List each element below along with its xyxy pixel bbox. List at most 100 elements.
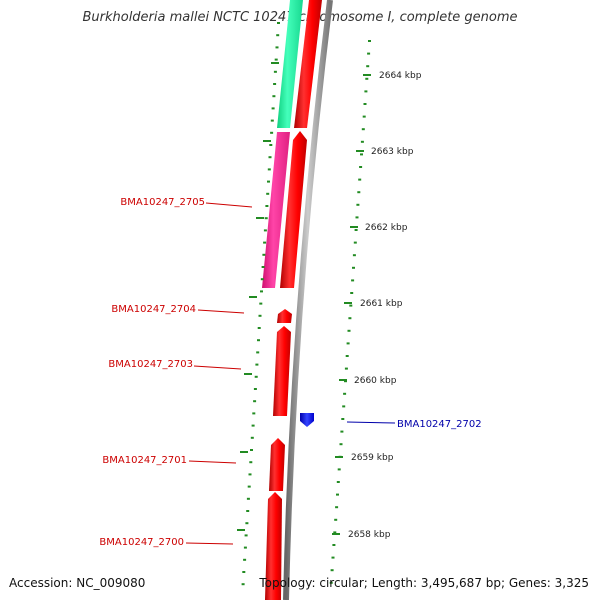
ring-dot (329, 581, 333, 584)
ring-dot (270, 131, 274, 134)
gene-arrow-2701 (269, 438, 285, 491)
ring-dot (346, 342, 350, 345)
ring-dot (246, 497, 250, 500)
accession-text: Accession: NC_009080 (9, 576, 146, 590)
ring-dot (264, 217, 268, 220)
scale-label: 2664 kbp (379, 71, 422, 81)
ring-dot (360, 153, 363, 156)
ring-dot (273, 70, 277, 73)
gene-arrow-2702 (300, 413, 314, 427)
ring-dot (267, 168, 271, 171)
scale-tick (356, 150, 364, 152)
ring-dot (245, 522, 249, 525)
gene-leader-2702 (346, 421, 396, 424)
ring-dot (362, 115, 366, 118)
ring-dot (262, 253, 266, 256)
ring-dot (259, 302, 263, 305)
gene-leader-2705 (205, 202, 253, 208)
ring-dot (248, 473, 252, 476)
ring-dot (269, 144, 273, 146)
ring-dot (334, 518, 338, 521)
ring-dot (342, 405, 346, 408)
feature-band-green (277, 0, 303, 128)
ring-dot (257, 339, 260, 342)
ring-dot (336, 493, 339, 496)
scale-tick (332, 533, 340, 535)
scale-tick (240, 451, 248, 453)
scale-label: 2663 kbp (371, 147, 414, 157)
ring-dot (265, 205, 269, 207)
scale-tick (249, 296, 257, 298)
scale-tick (244, 373, 252, 375)
scale-label: 2659 kbp (351, 453, 394, 463)
feature-band-pink (262, 132, 290, 288)
ring-dot (357, 191, 361, 194)
gene-arrow-2705 (280, 131, 307, 288)
ring-dot (339, 443, 343, 446)
ring-dot (255, 363, 259, 366)
ring-dot (243, 546, 247, 549)
ring-dot (363, 103, 367, 105)
ring-dot (366, 65, 370, 68)
ring-dot (353, 241, 357, 244)
ring-dot (345, 355, 349, 357)
dotted-ring-dots (241, 22, 371, 586)
gene-arrow-2700 (265, 492, 282, 600)
ring-dot (356, 203, 360, 206)
gene-label-2703[interactable]: BMA10247_2703 (108, 359, 193, 370)
ring-dot (352, 254, 356, 257)
scale-label: 2660 kbp (354, 376, 397, 386)
ring-dot (336, 481, 340, 483)
ring-dot (351, 279, 355, 282)
ring-dot (361, 128, 365, 131)
gene-label-2701[interactable]: BMA10247_2701 (102, 455, 187, 466)
ring-dot (368, 40, 371, 42)
scale-tick (256, 217, 264, 219)
ring-dot (335, 506, 339, 509)
ring-dot (253, 388, 257, 390)
gene-arrow-upper (294, 0, 322, 128)
ring-dot (364, 90, 368, 93)
gene-label-2704[interactable]: BMA10247_2704 (111, 304, 196, 315)
ring-dot (349, 304, 353, 307)
ring-dot (250, 449, 253, 451)
scale-ticks (237, 62, 371, 535)
gene-leader-2704 (197, 309, 245, 314)
scale-tick (237, 529, 245, 531)
gene-label-2702[interactable]: BMA10247_2702 (397, 419, 482, 430)
topology-summary: Topology: circular; Length: 3,495,687 bp… (259, 576, 589, 590)
ring-dot (263, 241, 267, 244)
ring-dot (268, 156, 272, 159)
ring-dot (243, 558, 247, 561)
scale-tick (335, 456, 343, 458)
ring-dot (263, 229, 267, 232)
scale-tick (350, 226, 358, 228)
ring-dot (260, 290, 263, 293)
ring-dot (274, 58, 278, 61)
ring-dot (253, 400, 257, 403)
ring-dot (260, 278, 264, 281)
chromosome-backbone (283, 0, 333, 600)
ring-dot (331, 556, 335, 559)
scale-label: 2661 kbp (360, 299, 403, 309)
ring-dot (273, 83, 277, 85)
scale-tick (263, 140, 271, 142)
scale-label: 2658 kbp (348, 530, 391, 540)
ring-dot (241, 583, 245, 586)
scale-tick (363, 74, 371, 76)
gene-leader-2700 (185, 542, 234, 545)
ring-dot (257, 327, 261, 329)
ring-dot (348, 317, 352, 320)
gene-label-2705[interactable]: BMA10247_2705 (120, 197, 205, 208)
gene-leader-2701 (188, 460, 237, 464)
ring-dot (258, 314, 262, 317)
ring-dot (333, 531, 337, 534)
gene-label-2700[interactable]: BMA10247_2700 (99, 537, 184, 548)
ring-dot (341, 418, 345, 420)
ring-dot (256, 351, 260, 354)
ring-dot (359, 166, 363, 168)
ring-dot (261, 266, 265, 268)
ring-dot (271, 107, 275, 110)
ring-dot (247, 485, 251, 488)
